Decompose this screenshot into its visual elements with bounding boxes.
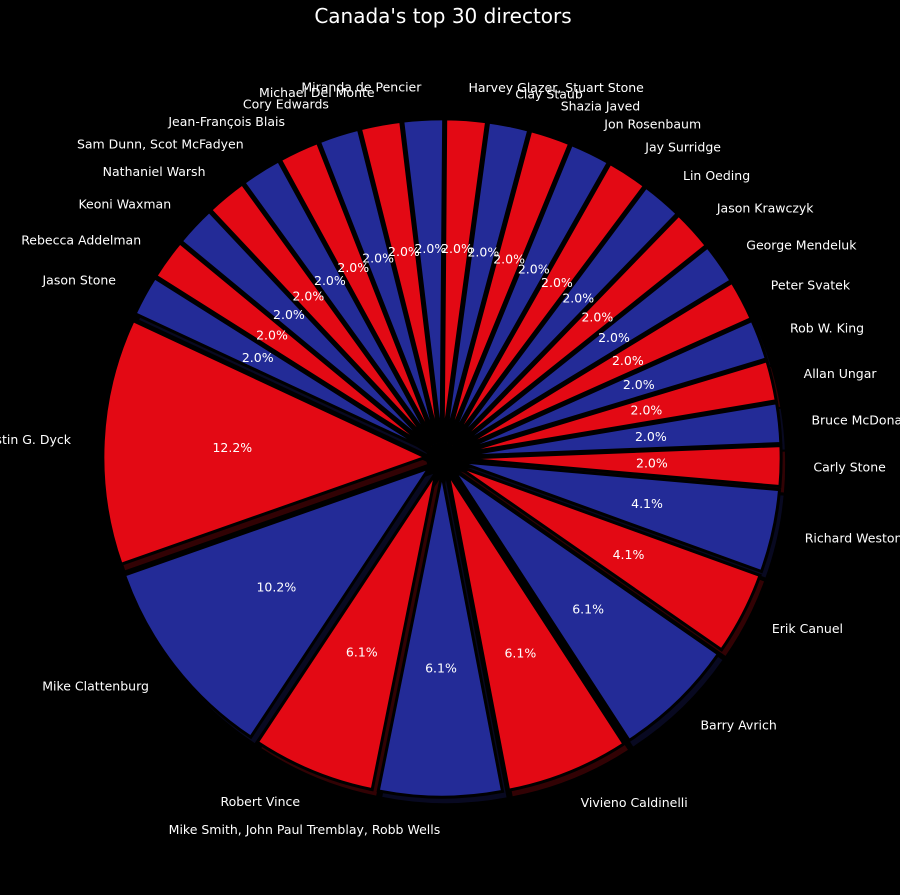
percent-label: 2.0%	[623, 377, 655, 392]
slice-label-robert-vince: Robert Vince	[220, 794, 300, 809]
percent-label: 2.0%	[388, 244, 420, 259]
percent-label: 2.0%	[581, 309, 613, 324]
slice-label-shazia-javed: Shazia Javed	[561, 99, 641, 114]
slice-label-jon-rosenbaum: Jon Rosenbaum	[603, 116, 701, 131]
pie-slice-peter-svatek	[455, 280, 754, 452]
slice-label-cory-edwards: Cory Edwards	[243, 97, 329, 112]
percent-labels: 12.2%10.2%6.1%6.1%6.1%6.1%4.1%4.1%2.0%2.…	[212, 241, 667, 676]
percent-label: 2.0%	[467, 245, 499, 260]
pie-slice-miranda-de-pencier	[401, 117, 446, 443]
pie-slice-allan-ungar	[457, 358, 778, 456]
percent-label: 2.0%	[636, 455, 668, 470]
pie-slice-jay-surridge	[449, 161, 647, 446]
slice-label-jay-surridge: Jay Surridge	[644, 140, 721, 155]
slice-label-michael-del-monte: Michael Del Monte	[259, 85, 375, 100]
percent-label: 2.0%	[493, 252, 525, 267]
percent-label: 2.0%	[362, 251, 394, 266]
percent-label: 2.0%	[314, 273, 346, 288]
slice-label-nathaniel-warsh: Nathaniel Warsh	[103, 164, 206, 179]
percent-label: 6.1%	[504, 645, 536, 660]
slice-label-rob-w-king: Rob W. King	[790, 321, 864, 336]
pie-slice-lin-oeding	[451, 185, 680, 447]
pie-slice-nathaniel-warsh	[208, 181, 433, 447]
percent-label: 2.0%	[612, 353, 644, 368]
pie-slices	[101, 117, 783, 799]
pie-slice-jon-rosenbaum	[447, 142, 611, 445]
pie-slice-keoni-waxman	[179, 209, 432, 449]
pie-slice-justin-g-dyck	[101, 318, 430, 567]
percent-label: 2.0%	[273, 307, 305, 322]
slice-label-allan-ungar: Allan Ungar	[804, 366, 878, 381]
slice-label-keoni-waxman: Keoni Waxman	[78, 196, 171, 211]
pie-slice-sam-dunn-scot-mcfadyen	[241, 158, 435, 446]
pie-center-hub	[426, 442, 458, 474]
pie-slice-cory-edwards	[317, 127, 439, 444]
percent-label: 2.0%	[635, 429, 667, 444]
percent-label: 2.0%	[518, 262, 550, 277]
slice-label-mike-clattenburg: Mike Clattenburg	[42, 679, 149, 694]
chart-title: Canada's top 30 directors	[314, 4, 571, 28]
pie-slice-robert-vince	[255, 472, 438, 792]
percent-label: 4.1%	[631, 496, 663, 511]
percent-label: 6.1%	[572, 601, 604, 616]
percent-label: 2.0%	[631, 403, 663, 418]
percent-label: 2.0%	[337, 260, 369, 275]
slice-label-rebecca-addelman: Rebecca Addelman	[21, 233, 141, 248]
pie-slice-mike-clattenburg	[122, 465, 433, 740]
slice-label-erik-canuel: Erik Canuel	[772, 621, 843, 636]
pie-slice-shazia-javed	[445, 128, 572, 444]
percent-label: 2.0%	[441, 241, 473, 256]
pie-slice-jason-stone	[133, 275, 429, 452]
percent-label: 2.0%	[541, 275, 573, 290]
slice-label-bruce-mcdonald: Bruce McDonald	[811, 412, 900, 427]
pie-slice-bruce-mcdonald	[457, 401, 783, 458]
slice-label-clay-staub: Clay Staub	[515, 86, 583, 101]
slice-label-barry-avrich: Barry Avrich	[700, 717, 776, 732]
percent-label: 12.2%	[212, 440, 252, 455]
pie-slice-george-mendeluk	[454, 244, 734, 451]
slice-name-labels: Justin G. Dyck Mike Clattenburg Robert Vin…	[0, 80, 900, 837]
pie-slice-clay-staub	[443, 120, 531, 443]
slice-label-miranda-de-pencier: Miranda de Pencier	[301, 80, 422, 95]
slice-label-sam-dunn-scot-mcfadyen: Sam Dunn, Scot McFadyen	[77, 136, 244, 151]
slice-label-jason-stone: Jason Stone	[41, 272, 116, 287]
pie-slice-jean-fran-ois-blais	[278, 140, 437, 445]
pie-slice-rob-w-king	[456, 318, 769, 454]
pie-slice-vivieno-caldinelli	[446, 472, 627, 792]
pie-slice-erik-canuel	[455, 464, 762, 652]
pie-slice-barry-avrich	[451, 468, 721, 743]
percent-label: 2.0%	[598, 330, 630, 345]
slice-label-jason-krawczyk: Jason Krawczyk	[716, 201, 814, 216]
percent-label: 2.0%	[242, 350, 274, 365]
slice-label-carly-stone: Carly Stone	[813, 459, 886, 474]
percent-label: 2.0%	[414, 241, 446, 256]
slice-label-peter-svatek: Peter Svatek	[771, 278, 851, 293]
percent-label: 10.2%	[256, 579, 296, 594]
pie-slice-carly-stone	[458, 444, 783, 489]
pie-slice-michael-del-monte	[358, 119, 441, 443]
slice-label-justin-g-dyck: Justin G. Dyck	[0, 432, 72, 447]
slice-label-harvey-glazer-stuart-stone: Harvey Glazer, Stuart Stone	[468, 80, 644, 95]
pie-slice-rebecca-addelman	[153, 240, 430, 450]
slice-label-mike-smith-john-paul-tremblay-robb-wells: Mike Smith, John Paul Tremblay, Robb Wel…	[169, 822, 441, 837]
percent-label: 2.0%	[562, 291, 594, 306]
percent-label: 2.0%	[292, 289, 324, 304]
slice-label-jean-fran-ois-blais: Jean-François Blais	[167, 114, 285, 129]
pie-slice-richard-weston	[457, 459, 782, 574]
slice-label-lin-oeding: Lin Oeding	[683, 168, 750, 183]
pie-slice-jason-krawczyk	[452, 213, 709, 449]
percent-label: 2.0%	[256, 327, 288, 342]
percent-label: 6.1%	[346, 645, 378, 660]
slice-label-vivieno-caldinelli: Vivieno Caldinelli	[581, 795, 688, 810]
slice-label-george-mendeluk: George Mendeluk	[746, 237, 857, 252]
pie-slice-mike-smith-john-paul-tremblay-robb-wells	[376, 473, 505, 799]
percent-label: 4.1%	[613, 547, 645, 562]
pie-slice-harvey-glazer-stuart-stone	[441, 117, 489, 443]
percent-label: 6.1%	[425, 660, 457, 675]
slice-label-richard-weston: Richard Weston	[805, 531, 900, 546]
